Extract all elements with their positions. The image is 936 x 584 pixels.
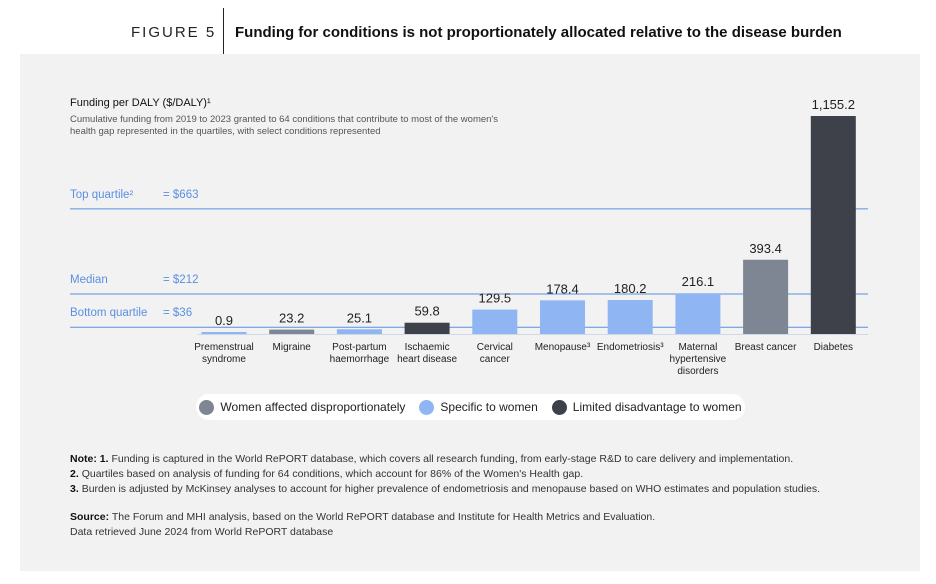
note-3-number: 3. [70,483,79,495]
bar-value-label-3: 59.8 [414,304,439,319]
category-label-7-line-2: disorders [677,366,718,377]
reference-label-topquartile: Top quartile² [70,189,133,201]
bar-5 [540,300,585,334]
category-label-3-line-0: Ischaemic [405,342,450,353]
figure-label: FIGURE 5 [131,24,217,41]
bar-value-label-1: 23.2 [279,311,304,326]
bar-8 [743,259,789,334]
legend-swatch-disproportionate [199,399,215,415]
legend-item-disproportionate: Women affected disproportionately [199,399,406,415]
reference-value-bottomquartile: = $36 [163,307,192,319]
bar-value-label-4: 129.5 [479,291,512,306]
legend-label-specific: Specific to women [440,400,538,414]
bar-0 [201,332,247,334]
bar-2 [336,329,382,334]
legend-label-disproportionate: Women affected disproportionately [220,400,406,414]
chart-subtitle: Cumulative funding from 2019 to 2023 gra… [70,114,498,137]
bar-9 [810,116,856,334]
bar-6 [607,299,653,334]
category-label-2-line-0: Post-partum [332,342,386,353]
bar-value-label-7: 216.1 [682,274,715,289]
category-label-4-line-1: cancer [480,354,511,365]
note-3-text: Burden is adjusted by McKinsey analyses … [81,483,821,495]
bar-7 [675,293,721,334]
bar-value-label-6: 180.2 [614,281,647,296]
note-2-text: Quartiles based on analysis of funding f… [81,468,584,480]
notes-heading: Note: [70,453,97,465]
category-label-9-line-0: Diabetes [814,342,853,353]
notes-block: Note: 1. Funding is captured in the Worl… [70,452,870,497]
bar-value-label-8: 393.4 [749,241,782,256]
category-label-6-line-0: Endometriosis³ [597,342,664,353]
chart-title: Funding per DALY ($/DALY)¹ [70,97,211,109]
figure-header: FIGURE 5 Funding for conditions is not p… [0,0,936,54]
source-text: The Forum and MHI analysis, based on the… [111,511,656,523]
legend-item-specific: Specific to women [419,399,538,415]
note-1-number: 1. [99,453,109,465]
reference-value-median: = $212 [163,274,199,286]
category-label-7-line-1: hypertensive [670,354,727,365]
category-label-2-line-1: haemorrhage [330,354,390,365]
bar-value-label-0: 0.9 [215,313,233,328]
category-label-1-line-0: Migraine [273,342,312,353]
category-label-0-line-1: syndrome [202,354,246,365]
chart-legend: Women affected disproportionately Specifi… [196,394,745,420]
category-label-8-line-0: Breast cancer [735,342,797,353]
bar-3 [404,322,450,334]
source-retrieved: Data retrieved June 2024 from World RePO… [70,526,334,538]
legend-swatch-specific [419,399,435,415]
header-divider [223,8,224,54]
reference-label-bottomquartile: Bottom quartile [70,307,147,319]
legend-label-limited: Limited disadvantage to women [572,400,742,414]
category-label-7-line-0: Maternal [678,342,717,353]
reference-value-topquartile: = $663 [163,189,199,201]
bar-value-label-9: 1,155.2 [812,97,855,112]
category-label-0-line-0: Premenstrual [194,342,253,353]
source-block: Source: The Forum and MHI analysis, base… [70,510,870,540]
category-label-4-line-0: Cervical [477,342,513,353]
figure-title: Funding for conditions is not proportion… [235,24,842,41]
bar-value-label-5: 178.4 [546,281,579,296]
note-2-number: 2. [70,468,79,480]
source-heading: Source: [70,511,110,523]
bar-4 [472,309,518,334]
note-1-text: Funding is captured in the World RePORT … [111,453,794,465]
category-label-5-line-0: Menopause³ [535,342,591,353]
legend-swatch-limited [551,399,567,415]
bar-value-label-2: 25.1 [347,310,372,325]
reference-label-median: Median [70,274,108,286]
category-label-3-line-1: heart disease [397,354,457,365]
bar-1 [269,329,315,334]
legend-item-limited: Limited disadvantage to women [551,399,742,415]
